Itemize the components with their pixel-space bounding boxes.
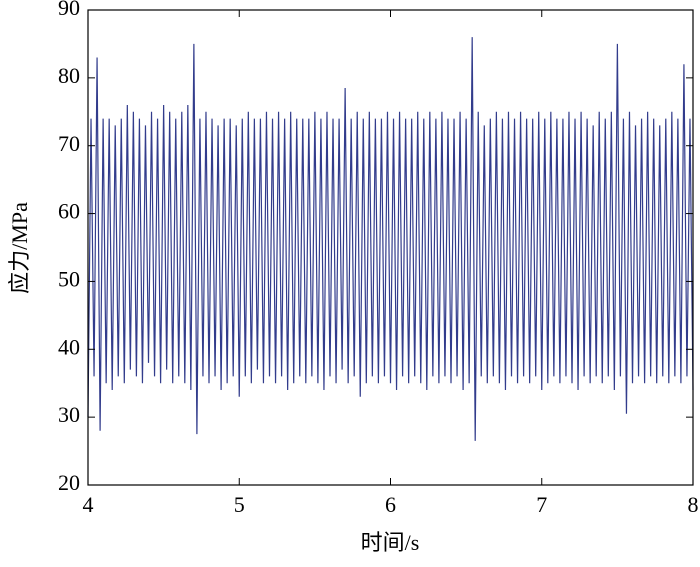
x-tick-label: 5 — [234, 492, 245, 517]
y-tick-label: 50 — [58, 266, 80, 291]
x-axis-label: 时间/s — [361, 530, 420, 555]
y-axis-label: 应力/MPa — [7, 202, 32, 294]
y-tick-label: 40 — [58, 334, 80, 359]
y-tick-label: 70 — [58, 131, 80, 156]
x-tick-label: 4 — [83, 492, 94, 517]
x-tick-label: 8 — [688, 492, 699, 517]
y-tick-label: 80 — [58, 63, 80, 88]
y-tick-label: 60 — [58, 199, 80, 224]
y-tick-label: 20 — [58, 470, 80, 495]
x-tick-label: 6 — [385, 492, 396, 517]
x-tick-label: 7 — [536, 492, 547, 517]
line-series — [87, 37, 694, 441]
y-tick-label: 30 — [58, 402, 80, 427]
plot-frame — [87, 9, 694, 486]
y-tick-label: 90 — [58, 0, 80, 20]
